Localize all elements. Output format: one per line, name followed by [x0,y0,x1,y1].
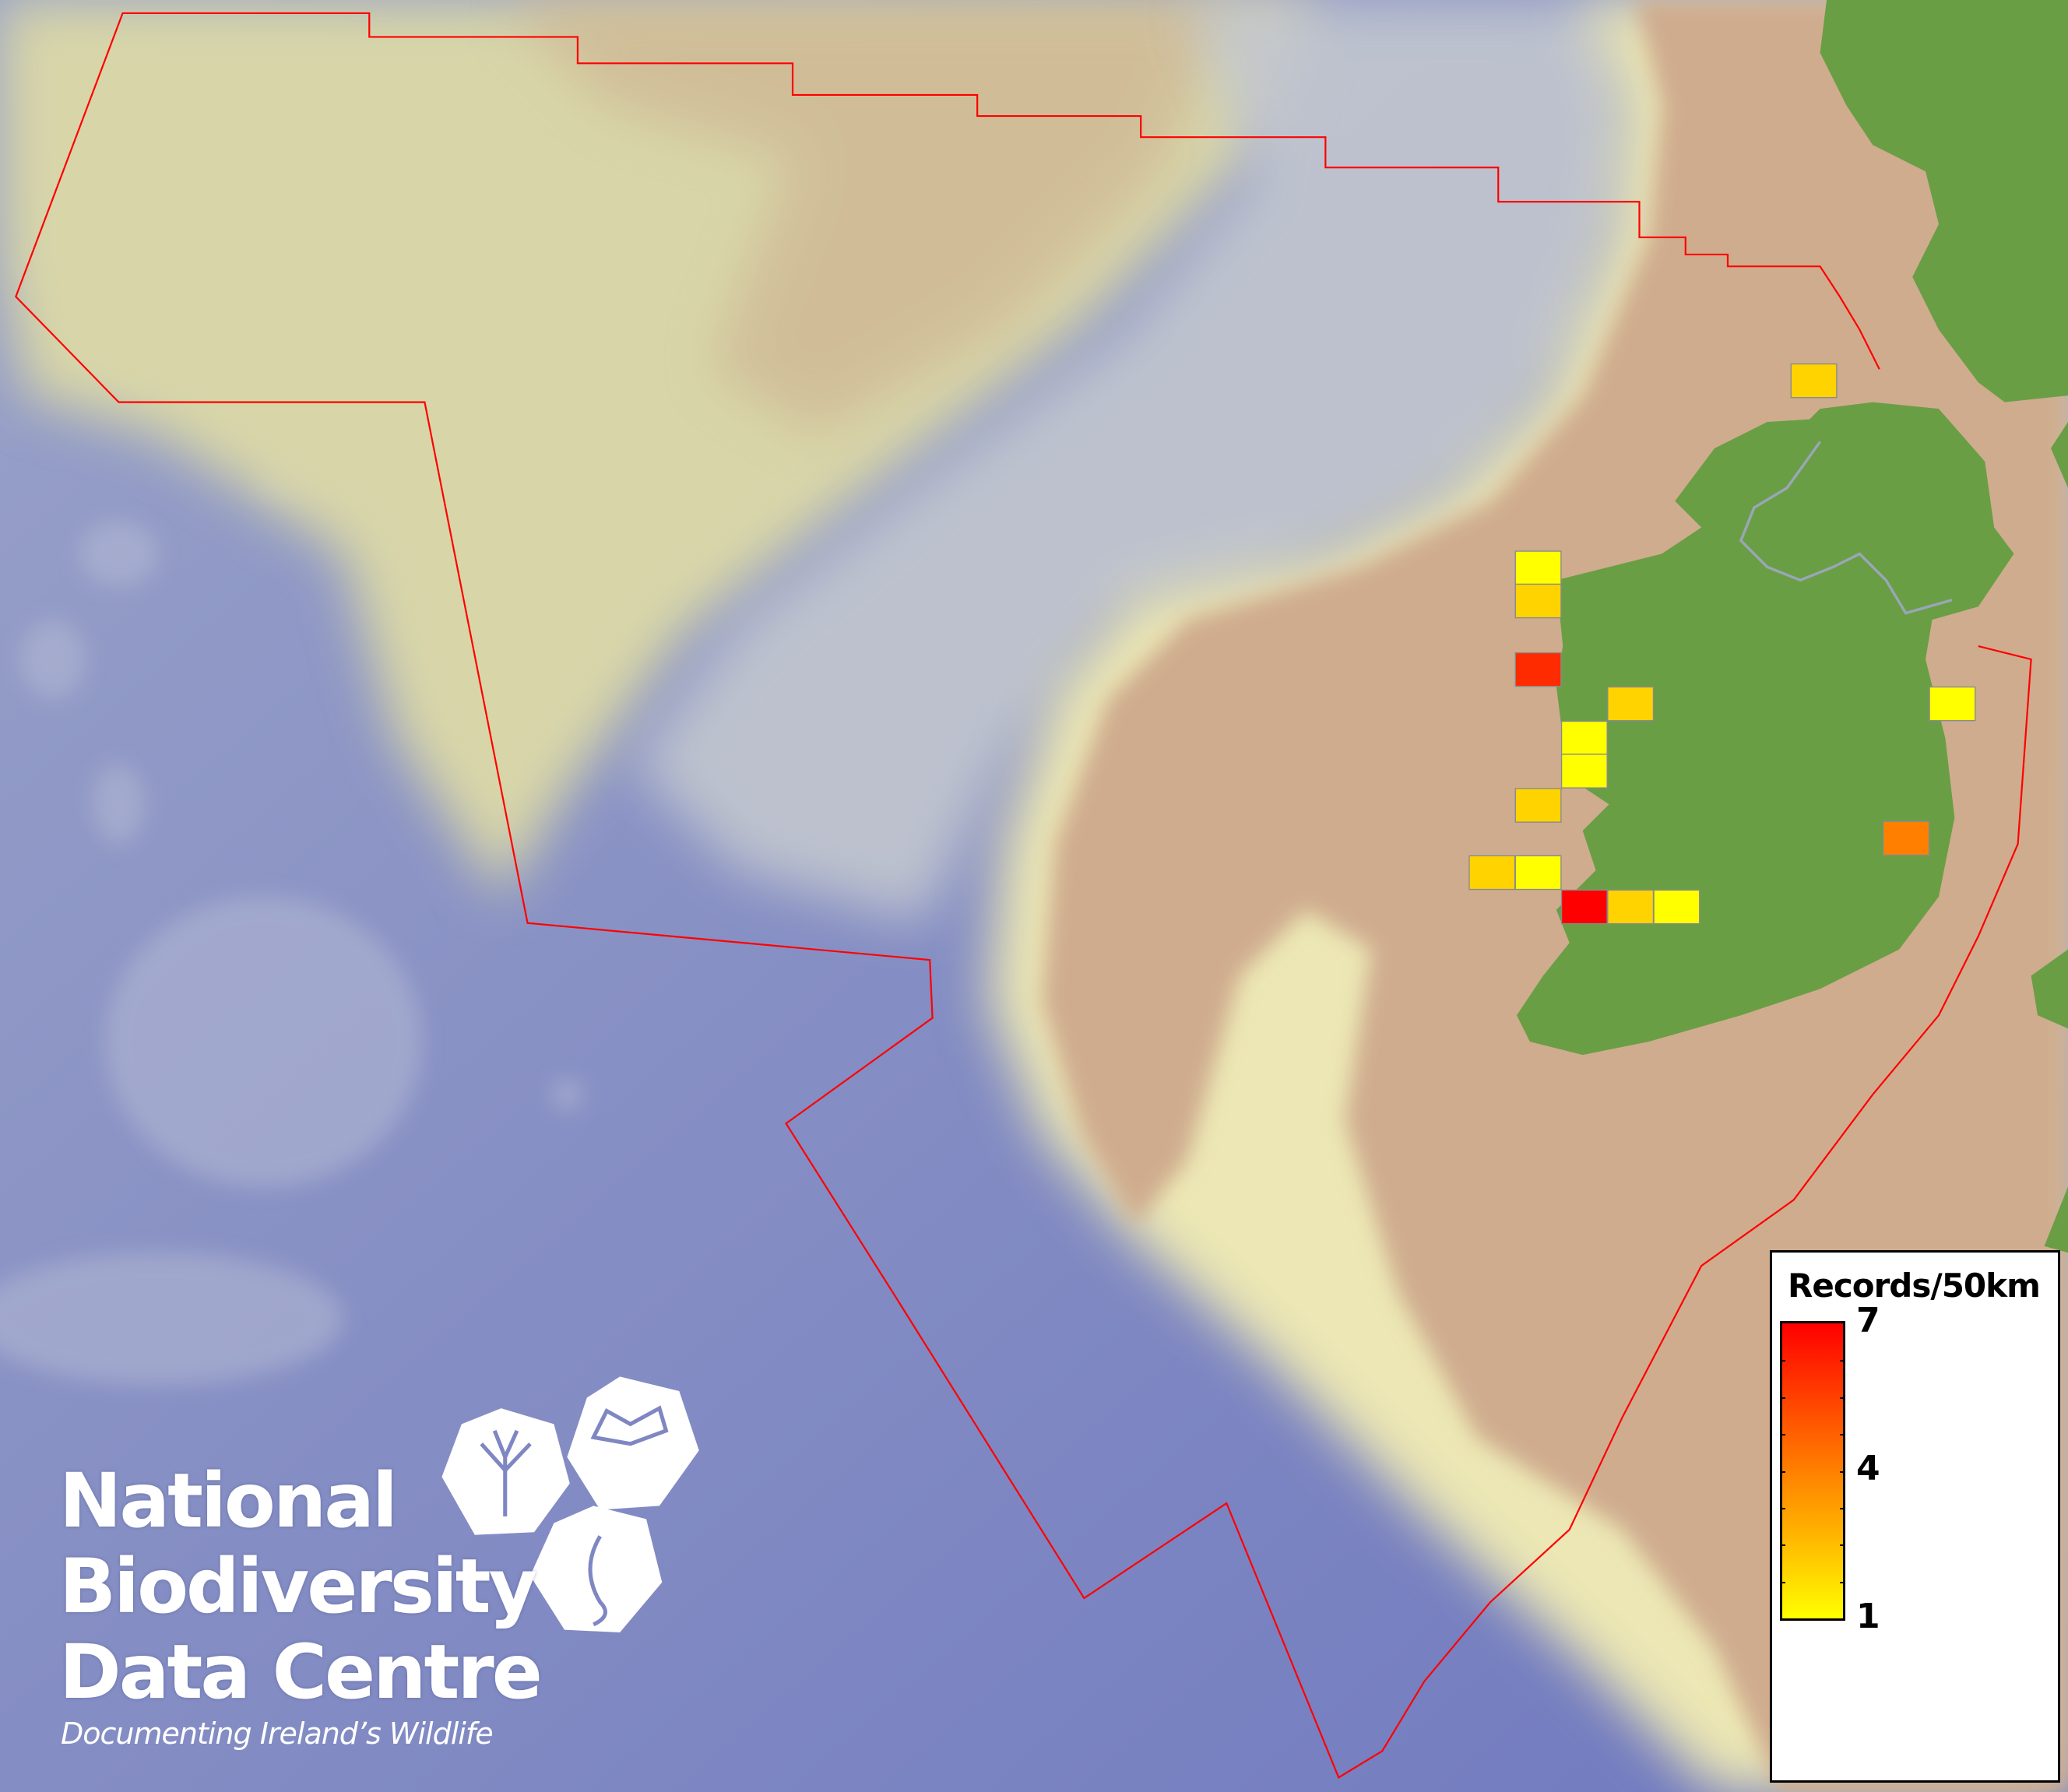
logo-line-national: National [59,1457,398,1544]
record-grid-cell [1514,550,1562,585]
plateau-ridge [501,0,1240,435]
record-grid-cell [1560,754,1608,789]
record-grid-cell [1607,686,1655,722]
record-grid-cell [1560,889,1608,925]
legend-min-label: 1 [1856,1597,1880,1636]
map-legend: Records/50km 7 4 1 [1770,1250,2060,1783]
northern-ireland-border [1739,441,1953,615]
record-grid-cells [1468,363,1976,925]
record-grid-cell [1883,820,1930,856]
record-grid-cell [1790,363,1838,399]
record-grid-cell [1607,889,1655,925]
record-grid-cell [1514,855,1562,891]
scotland-landmass [1820,0,2068,402]
legend-color-ramp [1780,1321,1845,1621]
logo-tagline: Documenting Ireland’s Wildlife [61,1716,494,1751]
record-grid-cell [1514,652,1562,687]
legend-mid-label: 4 [1856,1449,1880,1488]
basin [633,0,1636,923]
legend-title: Records/50km [1788,1267,2041,1305]
record-grid-cell [1514,583,1562,619]
irish-waters-boundary [15,12,2032,1779]
record-grid-cell [1929,686,1976,722]
logo-line-data-centre: Data Centre [59,1629,543,1716]
record-grid-cell [1560,720,1608,756]
record-grid-cell [1468,855,1516,891]
seahorse-hexagon-icon [529,1506,663,1633]
record-grid-cell [1514,788,1562,823]
legend-max-label: 7 [1856,1301,1880,1340]
ndc-logo-mark [441,1376,699,1633]
record-grid-cell [1653,889,1700,925]
logo-line-biodiversity: Biodiversity [59,1543,537,1630]
